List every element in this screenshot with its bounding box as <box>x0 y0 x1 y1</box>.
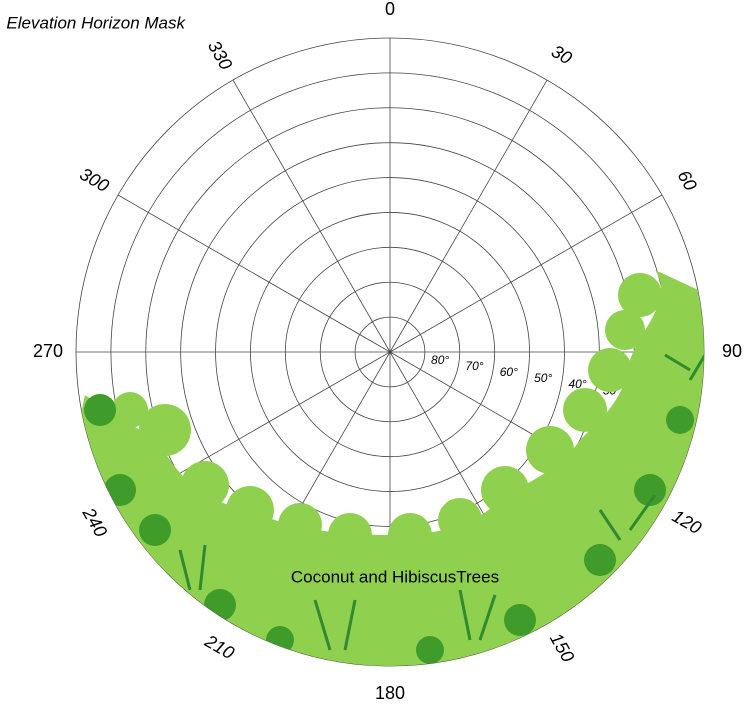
theta-tick-label: 0 <box>385 0 395 19</box>
theta-tick-label: 120 <box>669 506 705 538</box>
theta-tick-label: 270 <box>33 341 63 361</box>
theta-tick-label: 330 <box>204 37 236 73</box>
grid-spoke <box>389 79 548 353</box>
horizon-mask <box>76 270 704 666</box>
theta-tick-label: 210 <box>201 630 238 663</box>
grid-spoke <box>117 194 391 353</box>
r-tick-label: 50° <box>534 371 552 385</box>
theta-tick-label: 90 <box>722 341 742 361</box>
r-tick-label: 70° <box>465 359 483 373</box>
grid-spoke <box>389 194 663 353</box>
r-tick-label: 40° <box>568 377 586 391</box>
theta-tick-label: 60 <box>674 167 701 194</box>
annotation: Coconut and HibiscusTrees <box>291 567 499 586</box>
chart-title: Elevation Horizon Mask <box>6 13 186 32</box>
r-tick-label: 80° <box>431 353 449 367</box>
grid-spoke <box>232 79 391 353</box>
r-tick-label: 60° <box>500 365 518 379</box>
theta-tick-label: 240 <box>78 503 111 540</box>
theta-tick-label: 180 <box>375 683 405 703</box>
theta-tick-label: 150 <box>546 630 578 666</box>
theta-tick-label: 30 <box>548 41 575 68</box>
theta-tick-label: 300 <box>76 164 112 196</box>
